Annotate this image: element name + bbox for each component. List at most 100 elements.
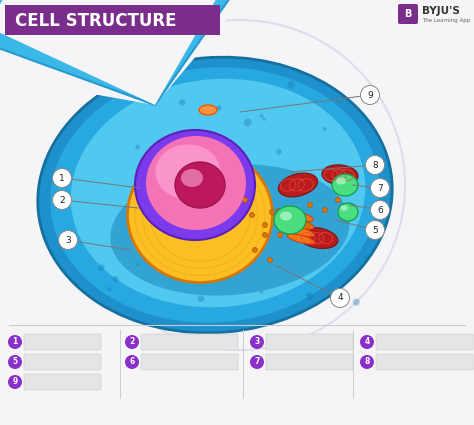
Wedge shape bbox=[0, 0, 247, 105]
Circle shape bbox=[250, 335, 264, 349]
Text: 5: 5 bbox=[372, 226, 378, 235]
Circle shape bbox=[263, 118, 266, 121]
Circle shape bbox=[277, 232, 283, 238]
Circle shape bbox=[287, 81, 295, 89]
Text: 2: 2 bbox=[129, 337, 135, 346]
FancyBboxPatch shape bbox=[24, 374, 101, 390]
FancyBboxPatch shape bbox=[5, 5, 220, 35]
Circle shape bbox=[360, 355, 374, 369]
Ellipse shape bbox=[340, 205, 348, 211]
Circle shape bbox=[336, 198, 340, 202]
Circle shape bbox=[361, 85, 380, 105]
Circle shape bbox=[323, 127, 327, 131]
Circle shape bbox=[365, 156, 384, 175]
Ellipse shape bbox=[338, 203, 358, 221]
Circle shape bbox=[371, 178, 390, 198]
Ellipse shape bbox=[181, 169, 203, 187]
Text: BYJU'S: BYJU'S bbox=[422, 6, 460, 16]
Ellipse shape bbox=[287, 234, 315, 244]
Ellipse shape bbox=[199, 105, 217, 115]
Ellipse shape bbox=[71, 79, 365, 307]
Circle shape bbox=[306, 223, 310, 227]
FancyBboxPatch shape bbox=[266, 334, 353, 350]
Ellipse shape bbox=[336, 178, 346, 184]
Circle shape bbox=[107, 287, 111, 291]
FancyBboxPatch shape bbox=[398, 4, 418, 24]
Text: 8: 8 bbox=[365, 357, 370, 366]
Circle shape bbox=[125, 335, 139, 349]
Circle shape bbox=[137, 263, 140, 266]
Text: 3: 3 bbox=[255, 337, 260, 346]
Circle shape bbox=[365, 221, 384, 240]
Circle shape bbox=[216, 105, 221, 111]
Text: 9: 9 bbox=[367, 91, 373, 99]
Circle shape bbox=[250, 355, 264, 369]
Circle shape bbox=[371, 201, 390, 219]
Circle shape bbox=[98, 264, 105, 271]
Circle shape bbox=[267, 258, 273, 263]
Text: 6: 6 bbox=[129, 357, 135, 366]
Circle shape bbox=[198, 295, 204, 302]
Ellipse shape bbox=[298, 227, 338, 249]
Circle shape bbox=[365, 255, 368, 260]
Text: 8: 8 bbox=[372, 161, 378, 170]
Ellipse shape bbox=[146, 136, 246, 230]
Text: 5: 5 bbox=[12, 357, 18, 366]
Circle shape bbox=[125, 355, 139, 369]
FancyBboxPatch shape bbox=[141, 334, 238, 350]
Circle shape bbox=[244, 119, 252, 127]
Circle shape bbox=[135, 145, 140, 150]
Circle shape bbox=[249, 212, 255, 218]
Circle shape bbox=[58, 230, 78, 249]
Ellipse shape bbox=[175, 162, 225, 208]
FancyBboxPatch shape bbox=[376, 334, 473, 350]
Ellipse shape bbox=[332, 174, 358, 196]
Circle shape bbox=[270, 210, 274, 215]
Text: 4: 4 bbox=[337, 294, 343, 303]
Text: 6: 6 bbox=[377, 206, 383, 215]
Circle shape bbox=[179, 99, 185, 106]
Circle shape bbox=[322, 207, 328, 212]
Text: 1: 1 bbox=[12, 337, 18, 346]
FancyBboxPatch shape bbox=[24, 334, 101, 350]
Text: 4: 4 bbox=[365, 337, 370, 346]
Circle shape bbox=[263, 232, 267, 238]
Ellipse shape bbox=[50, 67, 380, 323]
Circle shape bbox=[308, 202, 312, 207]
Text: 2: 2 bbox=[59, 196, 65, 204]
Wedge shape bbox=[0, 0, 267, 105]
Circle shape bbox=[221, 258, 225, 263]
FancyBboxPatch shape bbox=[266, 354, 353, 370]
Ellipse shape bbox=[274, 206, 306, 234]
Text: B: B bbox=[404, 9, 412, 19]
Circle shape bbox=[53, 190, 72, 210]
Ellipse shape bbox=[135, 130, 255, 240]
Circle shape bbox=[253, 247, 257, 252]
Text: 7: 7 bbox=[255, 357, 260, 366]
Ellipse shape bbox=[278, 173, 318, 197]
Ellipse shape bbox=[322, 165, 358, 185]
Ellipse shape bbox=[277, 208, 313, 221]
Ellipse shape bbox=[283, 225, 314, 237]
Circle shape bbox=[360, 335, 374, 349]
Wedge shape bbox=[0, 0, 296, 105]
Circle shape bbox=[260, 114, 264, 118]
Circle shape bbox=[260, 290, 263, 294]
Circle shape bbox=[306, 292, 313, 300]
Circle shape bbox=[330, 289, 349, 308]
Text: The Learning App: The Learning App bbox=[422, 17, 470, 23]
Text: 7: 7 bbox=[377, 184, 383, 193]
Ellipse shape bbox=[110, 164, 350, 296]
Circle shape bbox=[263, 223, 267, 227]
Circle shape bbox=[8, 335, 22, 349]
Circle shape bbox=[151, 88, 155, 93]
Circle shape bbox=[8, 375, 22, 389]
Circle shape bbox=[353, 299, 360, 306]
Circle shape bbox=[243, 198, 247, 202]
Text: CELL STRUCTURE: CELL STRUCTURE bbox=[15, 12, 176, 30]
Text: 3: 3 bbox=[65, 235, 71, 244]
Circle shape bbox=[8, 355, 22, 369]
Circle shape bbox=[276, 149, 282, 155]
Circle shape bbox=[113, 276, 118, 282]
Ellipse shape bbox=[38, 57, 392, 333]
